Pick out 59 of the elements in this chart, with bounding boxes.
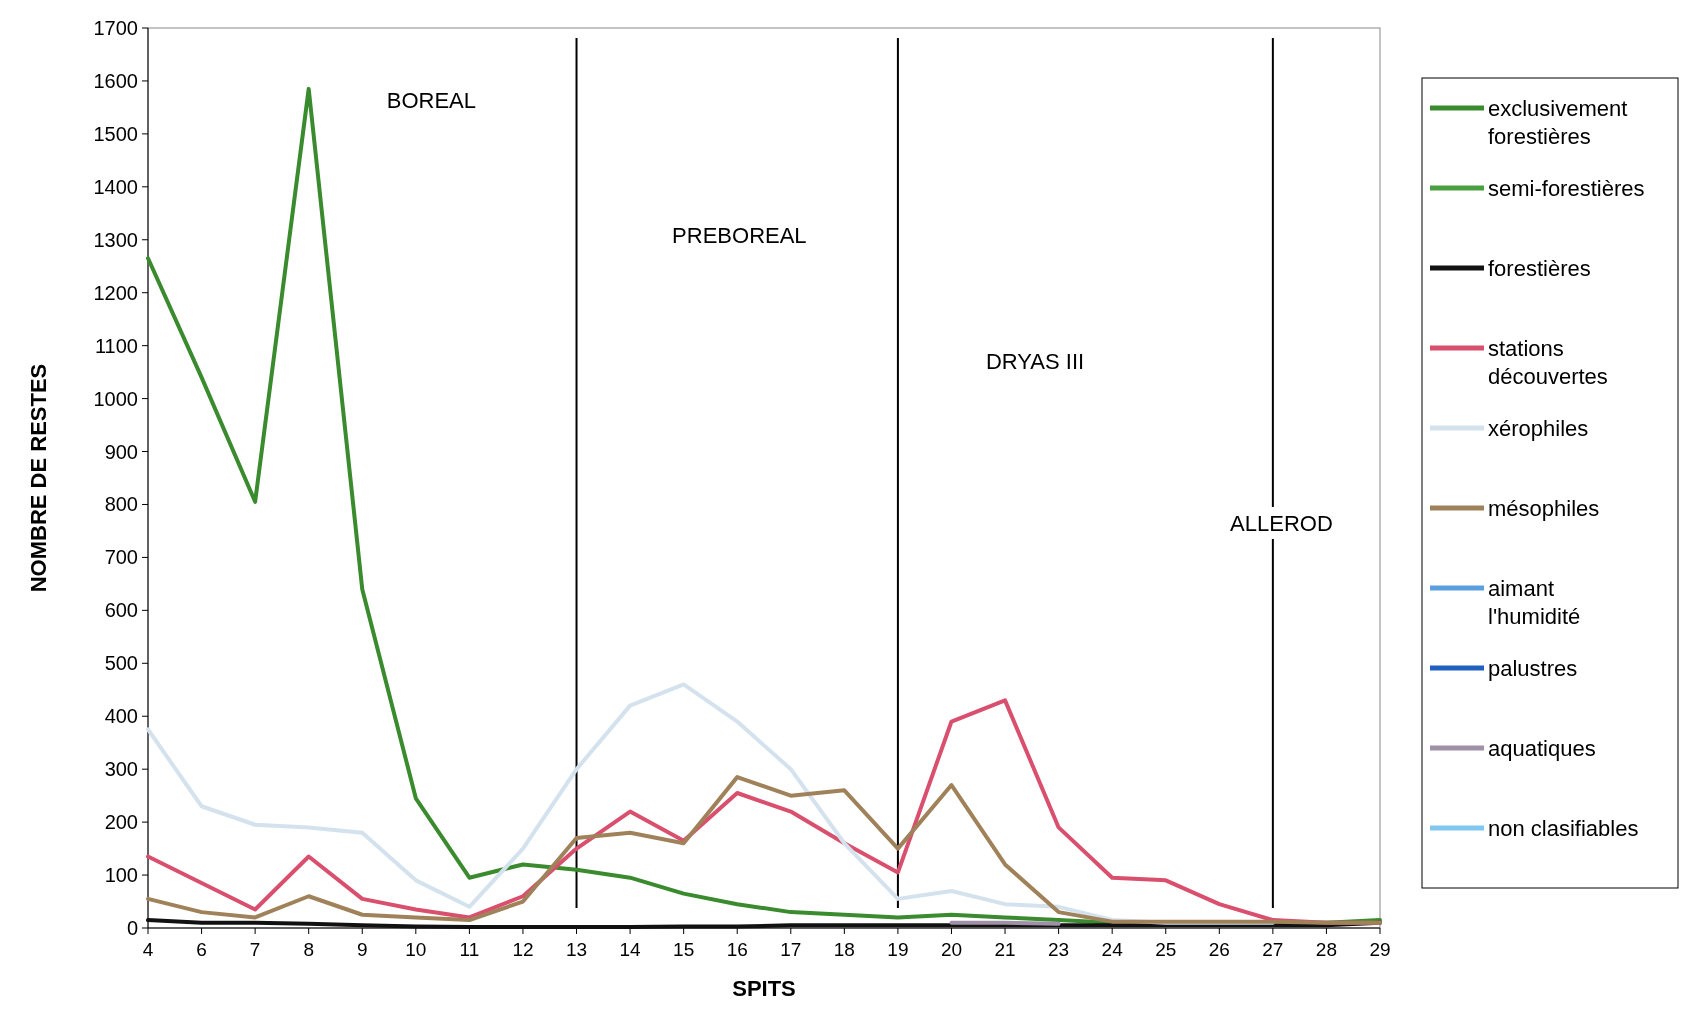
y-tick-label: 1200 — [93, 281, 138, 304]
legend-label: forestières — [1488, 256, 1591, 281]
x-tick-label: 26 — [1208, 939, 1230, 960]
y-tick-label: 1100 — [94, 334, 138, 357]
y-tick-label: 300 — [104, 758, 138, 781]
x-tick-label: 25 — [1155, 939, 1177, 960]
y-tick-label: 1500 — [93, 122, 138, 145]
x-tick-label: 19 — [887, 939, 909, 960]
x-tick-label: 28 — [1315, 939, 1338, 960]
legend-label: stations découvertes — [1488, 336, 1608, 389]
x-tick-label: 7 — [249, 939, 261, 960]
x-tick-label: 8 — [303, 939, 314, 960]
legend-label: mésophiles — [1488, 496, 1600, 521]
y-tick-label: 1600 — [93, 69, 138, 92]
y-tick-label: 1000 — [93, 387, 138, 410]
y-tick-label: 700 — [104, 546, 138, 569]
y-tick-label: 600 — [104, 599, 138, 622]
x-tick-label: 15 — [673, 939, 695, 960]
legend-label: palustres — [1488, 656, 1578, 681]
x-axis-title: SPITS — [732, 976, 796, 1001]
line-series — [146, 775, 1382, 925]
y-tick-label: 1400 — [93, 175, 138, 198]
x-tick-label: 23 — [1048, 939, 1070, 960]
x-tick-label: 9 — [356, 939, 368, 960]
x-tick-label: 13 — [565, 939, 588, 960]
y-tick-label: 900 — [104, 440, 138, 463]
y-tick-label: 1700 — [93, 17, 138, 39]
y-tick-label: 100 — [104, 864, 138, 887]
x-tick-label: 16 — [726, 939, 748, 960]
x-tick-label: 18 — [833, 939, 855, 960]
y-tick-label: 800 — [104, 493, 138, 516]
legend-label: aquatiques — [1488, 736, 1596, 761]
x-tick-label: 29 — [1369, 939, 1391, 960]
annotation: PREBOREAL — [672, 222, 807, 248]
y-tick-label: 1300 — [93, 228, 138, 251]
x-tick-label: 6 — [196, 939, 207, 960]
x-tick-label: 10 — [405, 939, 427, 960]
x-tick-label: 17 — [780, 939, 802, 960]
legend-label: xérophiles — [1488, 416, 1589, 441]
x-tick-label: 4 — [142, 939, 154, 960]
legend-label: non clasifiables — [1488, 816, 1639, 841]
x-tick-label: 21 — [994, 939, 1016, 960]
x-tick-label: 27 — [1262, 939, 1284, 960]
y-tick-label: 0 — [126, 917, 138, 939]
x-tick-label: 12 — [512, 939, 534, 960]
x-tick-label: 11 — [459, 939, 480, 960]
y-tick-label: 500 — [104, 652, 138, 675]
annotation: DRYAS III — [985, 348, 1085, 374]
x-tick-label: 24 — [1101, 939, 1124, 960]
legend-label: aimant l'humidité — [1488, 576, 1581, 629]
y-axis-title: NOMBRE DE RESTES — [26, 363, 51, 593]
x-tick-label: 20 — [940, 939, 963, 960]
x-tick-label: 14 — [619, 939, 642, 960]
legend-label: exclusivement forestières — [1488, 96, 1628, 149]
annotation: ALLEROD — [1230, 510, 1333, 536]
legend-label: semi-forestières — [1488, 176, 1645, 201]
y-tick-label: 200 — [104, 811, 138, 834]
annotation: BOREAL — [386, 87, 476, 113]
y-tick-label: 400 — [104, 705, 138, 728]
